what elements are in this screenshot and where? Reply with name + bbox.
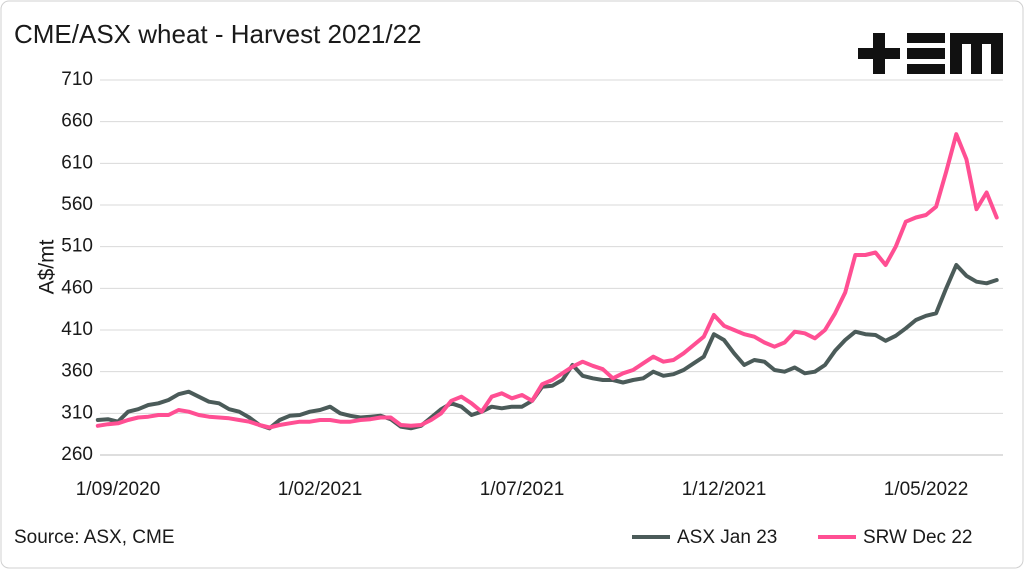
x-tick-label: 1/09/2020: [76, 479, 161, 500]
y-tick-label: 560: [61, 194, 93, 215]
source: Source: ASX, CME: [14, 527, 175, 548]
x-tick-label: 1/02/2021: [278, 479, 363, 500]
line-series: [95, 263, 999, 431]
y-axis-label: A$/mt: [36, 239, 59, 294]
y-tick-label: 410: [61, 319, 93, 340]
line-series: [95, 132, 999, 430]
logo: [858, 33, 1003, 74]
x-tick-label: 1/05/2022: [884, 479, 969, 500]
y-tick-label: 360: [61, 361, 93, 382]
y-tick-label: 460: [61, 277, 93, 298]
y-tick-label: 260: [61, 444, 93, 465]
y-tick-label: 510: [61, 236, 93, 257]
chart-title: CME/ASX wheat - Harvest 2021/22: [14, 19, 422, 49]
legend-label: SRW Dec 22: [863, 527, 972, 548]
y-tick-label: 610: [61, 152, 93, 173]
y-tick-label: 710: [61, 69, 93, 90]
x-tick-label: 1/12/2021: [682, 479, 767, 500]
x-tick-label: 1/07/2021: [480, 479, 565, 500]
legend-label: ASX Jan 23: [677, 527, 777, 548]
y-tick-label: 310: [61, 402, 93, 423]
y-tick-label: 660: [61, 111, 93, 132]
